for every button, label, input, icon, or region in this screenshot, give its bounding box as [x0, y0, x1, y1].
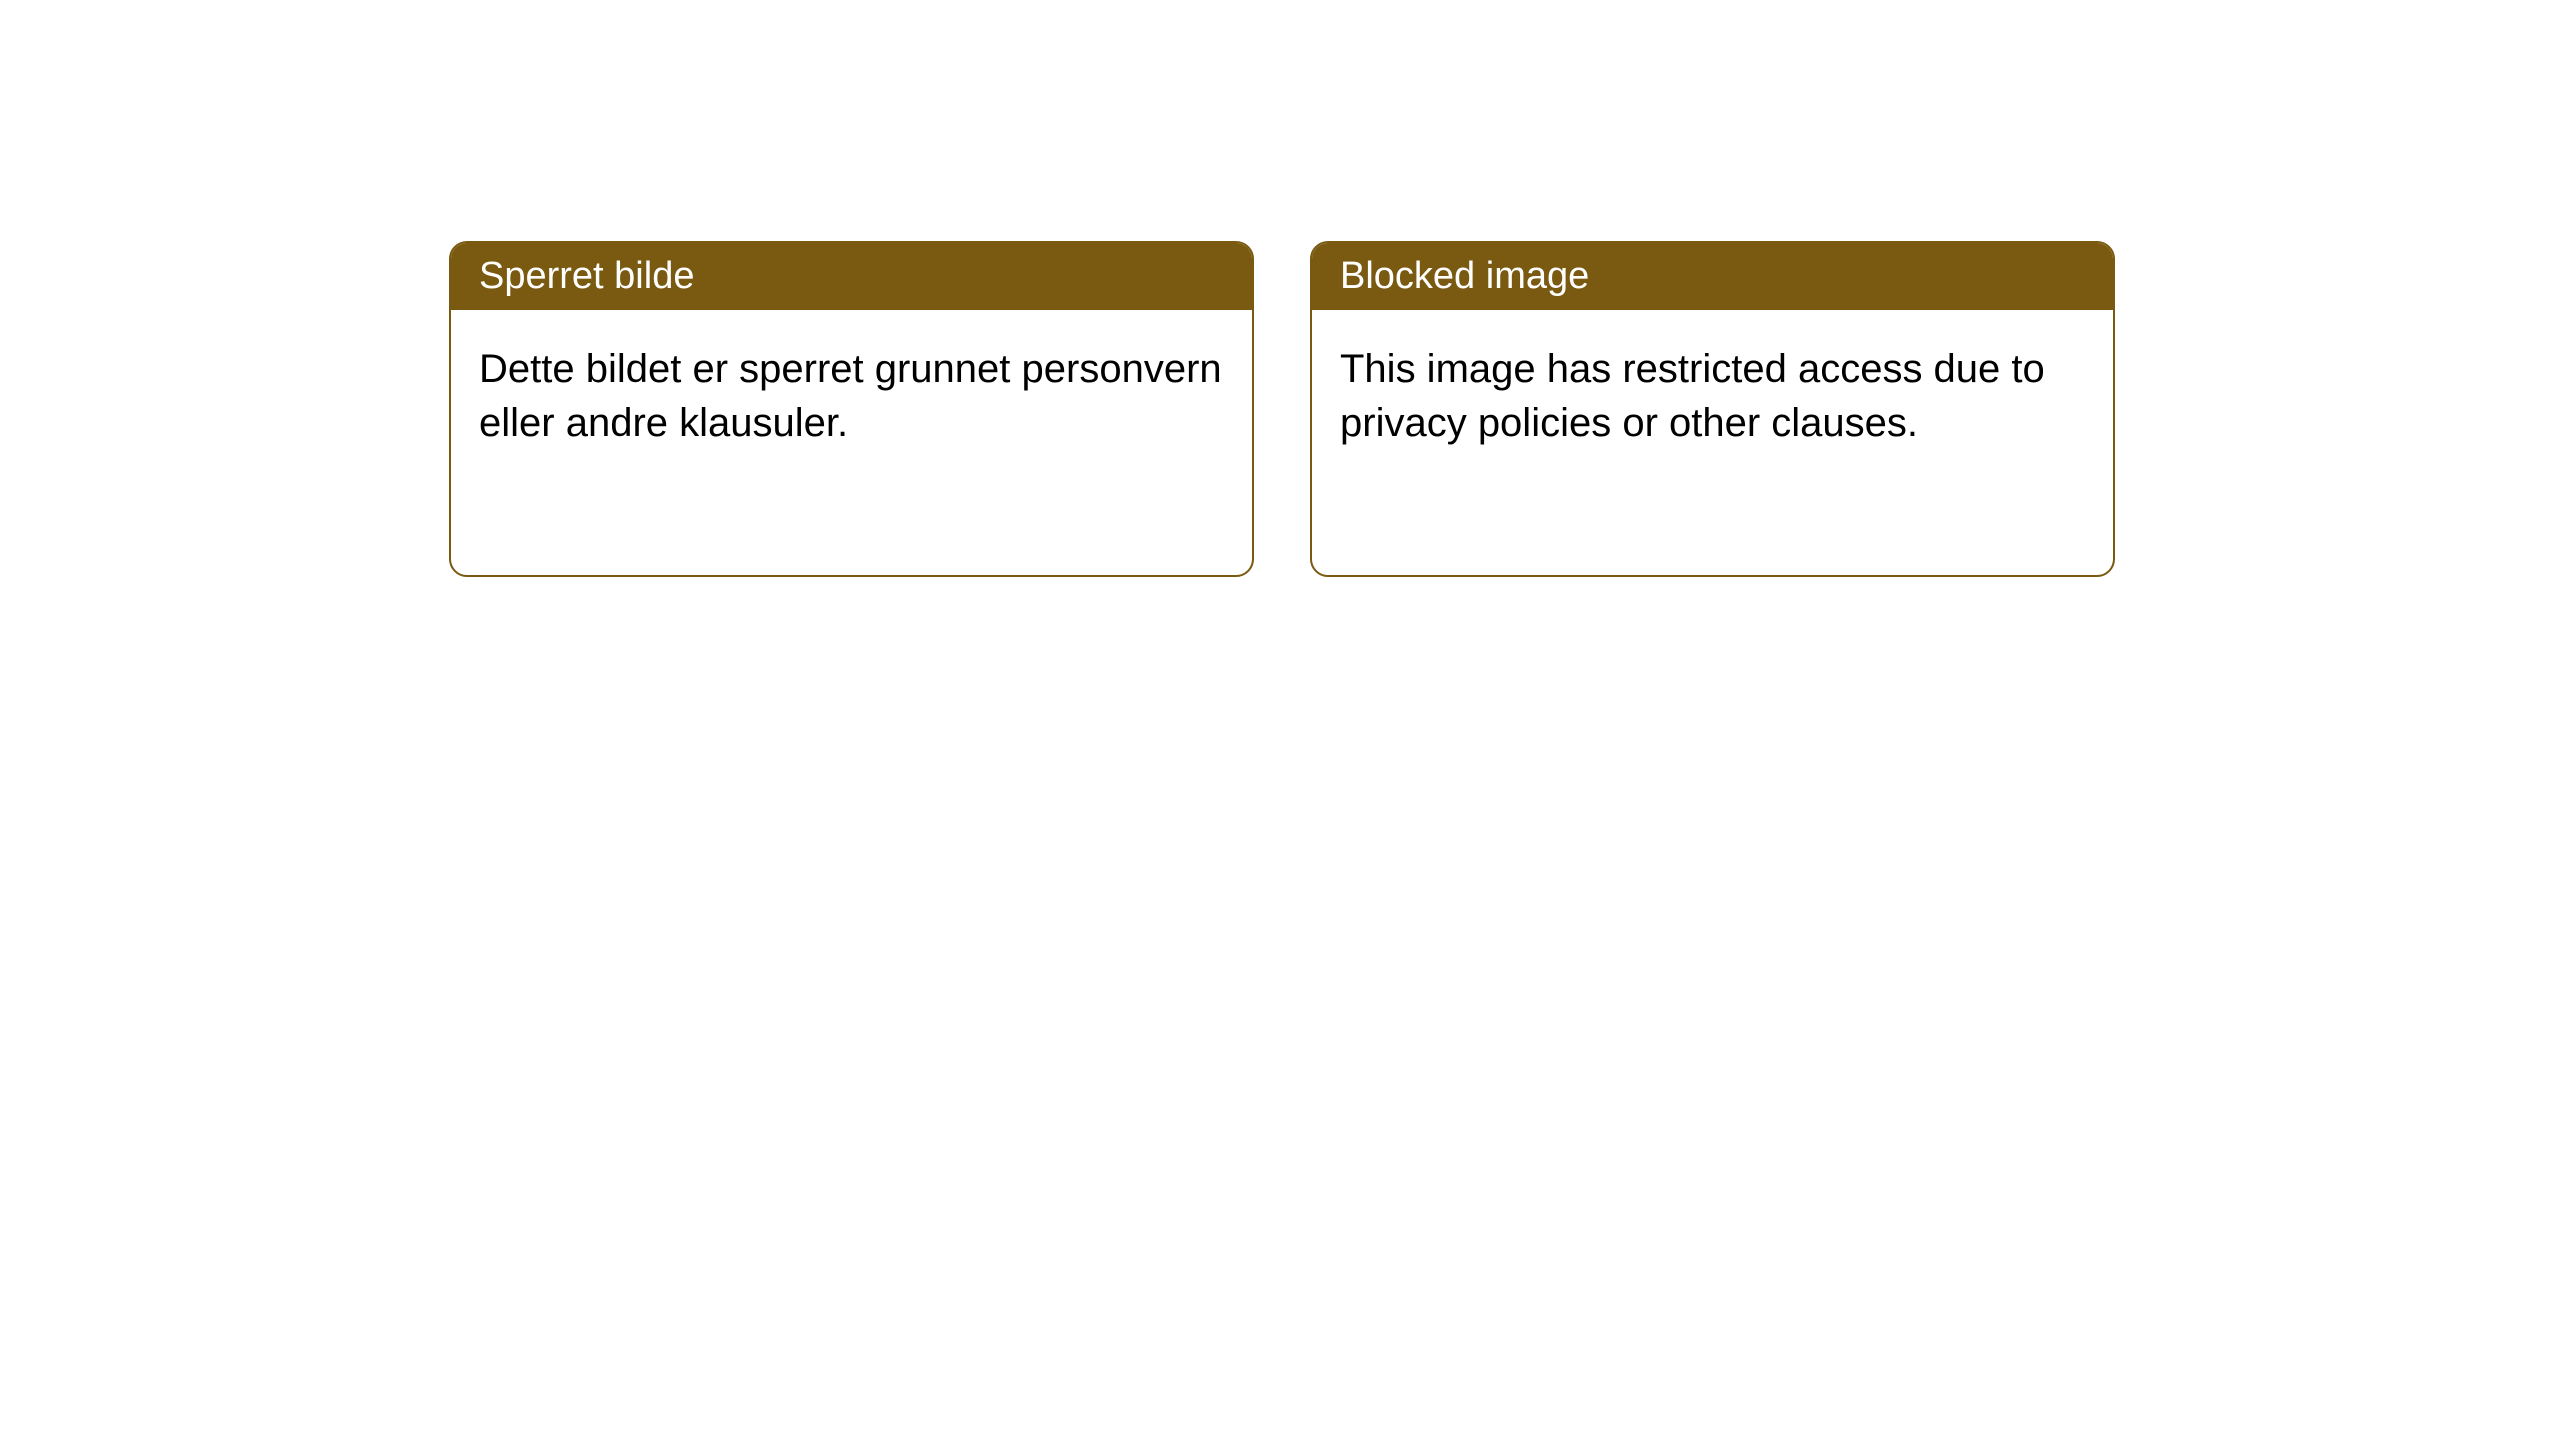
notice-body: This image has restricted access due to …	[1312, 310, 2113, 482]
notice-card-norwegian: Sperret bilde Dette bildet er sperret gr…	[449, 241, 1254, 577]
notice-container: Sperret bilde Dette bildet er sperret gr…	[0, 0, 2560, 577]
notice-title: Sperret bilde	[479, 255, 694, 297]
notice-title: Blocked image	[1340, 255, 1589, 297]
notice-header: Sperret bilde	[451, 243, 1252, 310]
notice-body-text: This image has restricted access due to …	[1340, 347, 2045, 445]
notice-header: Blocked image	[1312, 243, 2113, 310]
notice-body: Dette bildet er sperret grunnet personve…	[451, 310, 1252, 482]
notice-card-english: Blocked image This image has restricted …	[1310, 241, 2115, 577]
notice-body-text: Dette bildet er sperret grunnet personve…	[479, 347, 1222, 445]
